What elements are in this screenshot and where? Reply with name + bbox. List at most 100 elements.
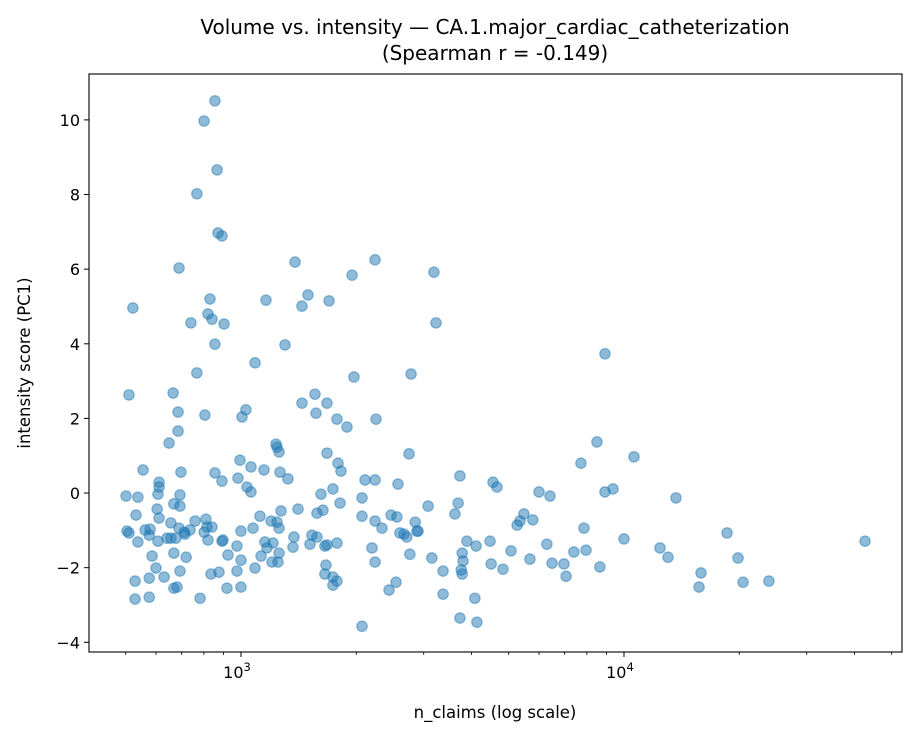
data-point [130, 509, 142, 521]
y-tick-label: −2 [56, 559, 80, 578]
data-point [198, 115, 210, 127]
data-point [390, 576, 402, 589]
data-point [174, 500, 186, 512]
data-point [153, 512, 165, 524]
data-point [211, 164, 223, 176]
data-point [202, 534, 214, 546]
data-point [323, 295, 335, 307]
data-point [403, 448, 415, 460]
data-point [383, 584, 395, 596]
data-point [172, 406, 184, 418]
data-point [216, 475, 228, 487]
x-tick-label: 104 [606, 660, 634, 682]
data-point [321, 397, 333, 409]
data-point [341, 421, 353, 433]
data-point [591, 436, 603, 448]
data-point [288, 531, 300, 543]
y-tick-label: 10 [60, 111, 80, 130]
data-point [428, 266, 440, 278]
data-point [405, 368, 417, 380]
data-point [511, 519, 523, 531]
data-point [218, 318, 230, 330]
data-point [123, 527, 135, 539]
data-point [558, 558, 570, 570]
data-point [327, 483, 339, 495]
data-point [580, 544, 592, 556]
data-point [607, 483, 619, 495]
y-tick-label: 8 [70, 186, 80, 205]
data-point [273, 446, 285, 458]
data-point [721, 527, 733, 539]
data-point [234, 454, 246, 467]
data-point [568, 546, 580, 558]
data-point [369, 556, 381, 568]
data-point [454, 612, 466, 624]
data-point [232, 472, 244, 484]
data-point [356, 510, 368, 522]
data-point [245, 461, 257, 473]
y-axis: −4 −2 0 2 4 6 8 10 [56, 111, 89, 652]
data-point [404, 548, 416, 561]
data-point [289, 256, 301, 268]
chart-title: Volume vs. intensity — CA.1.major_cardia… [200, 15, 789, 39]
data-point [132, 536, 144, 548]
data-point [231, 540, 243, 552]
data-point [209, 467, 221, 479]
data-point [249, 562, 261, 574]
data-point [217, 534, 229, 546]
data-point [412, 525, 424, 537]
data-point [123, 389, 135, 401]
data-point [204, 293, 216, 305]
data-point [296, 300, 308, 312]
data-point [497, 563, 509, 575]
data-point [560, 570, 572, 583]
data-point [129, 593, 141, 605]
data-point [279, 339, 291, 351]
x-tick-label: 103 [223, 660, 251, 682]
data-point [255, 550, 267, 562]
data-point [693, 581, 705, 593]
data-point [235, 525, 247, 537]
data-point [544, 490, 556, 502]
data-point [163, 437, 175, 449]
data-point [392, 478, 404, 490]
data-point [235, 554, 247, 567]
data-point [527, 514, 539, 526]
data-point [315, 488, 327, 500]
data-point [191, 187, 203, 200]
data-point [171, 581, 183, 593]
data-point [422, 500, 434, 512]
plot-frame [88, 73, 903, 653]
data-point [454, 470, 466, 482]
data-point [321, 539, 333, 551]
data-point [437, 588, 449, 600]
y-tick-label: 6 [70, 260, 80, 279]
data-point [287, 541, 299, 553]
data-point [178, 526, 191, 539]
chart-subtitle: (Spearman r = -0.149) [382, 41, 608, 65]
data-point [317, 504, 329, 517]
data-point [376, 522, 388, 534]
data-point [695, 567, 707, 579]
data-point [470, 540, 482, 552]
data-point [221, 582, 233, 594]
data-point [369, 515, 381, 527]
data-point [370, 413, 382, 425]
data-point [132, 491, 144, 503]
data-point [174, 565, 186, 577]
y-axis-label: intensity score (PC1) [15, 277, 34, 448]
data-point [127, 302, 139, 314]
y-tick-label: 2 [70, 409, 80, 428]
data-point [461, 535, 473, 547]
y-tick-label: 4 [70, 335, 80, 354]
data-point [533, 486, 545, 498]
data-point [524, 553, 536, 565]
data-point [274, 466, 286, 478]
data-point [437, 565, 449, 577]
data-point [231, 565, 243, 577]
data-point [170, 532, 182, 544]
data-point [189, 515, 201, 527]
data-point [331, 413, 343, 425]
data-point [491, 481, 503, 493]
